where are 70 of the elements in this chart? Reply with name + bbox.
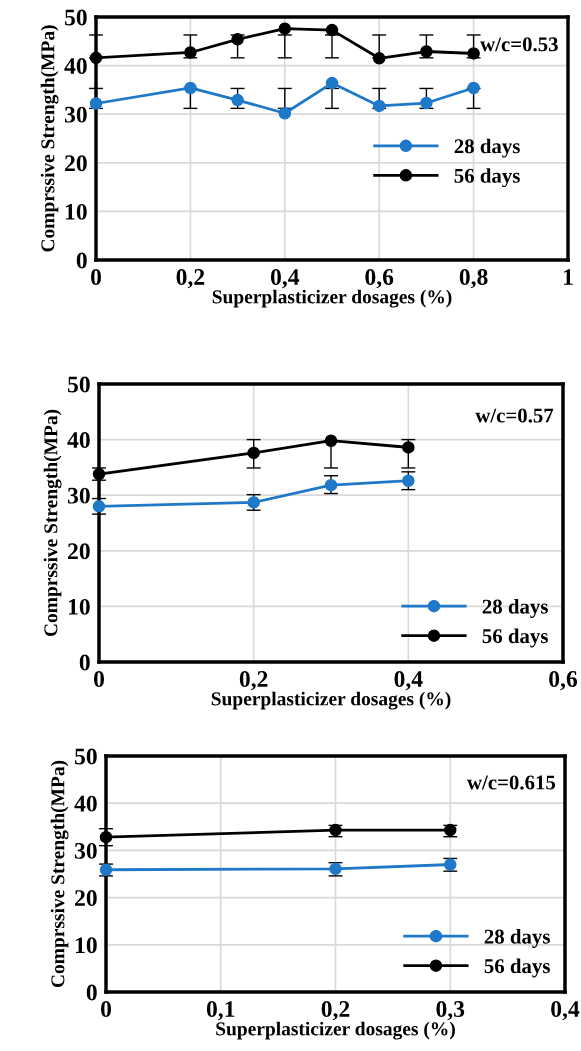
y-tick-label: 30 <box>74 842 97 859</box>
x-tick-label: 0,3 <box>436 1001 465 1021</box>
y-tick-label: 40 <box>74 795 97 812</box>
x-tick-label: 0,1 <box>206 1001 235 1021</box>
x-axis-title: Superplasticizer dosages (%) <box>211 691 451 710</box>
y-tick-label: 50 <box>68 376 90 393</box>
point <box>231 33 244 46</box>
point <box>231 93 244 107</box>
y-tick-label: 40 <box>64 58 87 75</box>
x-axis-title: Superplasticizer dosages (%) <box>216 1021 455 1040</box>
x-tick-label: 0,2 <box>321 1001 350 1021</box>
point <box>89 97 103 110</box>
point <box>92 467 106 481</box>
point <box>99 863 113 877</box>
annotation: w/c=0.53 <box>480 37 558 52</box>
point <box>325 76 339 90</box>
x-tick-label: 0 <box>101 1001 111 1017</box>
x-axis-title: Superplasticizer dosages (%) <box>212 289 452 308</box>
x-tick-label: 1 <box>563 269 573 285</box>
y-tick-label: 50 <box>65 9 87 26</box>
x-tick-label: 0,8 <box>459 269 488 289</box>
x-tick-label: 0,2 <box>176 269 205 289</box>
y-tick-label: 0 <box>76 252 87 269</box>
annotation: w/c=0.615 <box>467 775 556 790</box>
y-axis-title: Comprssive Strength(MPa) <box>40 25 59 252</box>
annotation: w/c=0.57 <box>475 408 554 423</box>
point <box>325 23 339 37</box>
y-tick-label: 0 <box>79 654 90 671</box>
y-axis-title: Comprssive Strength(MPa) <box>50 760 69 988</box>
point <box>89 51 103 65</box>
x-tick-label: 0,6 <box>365 269 394 289</box>
y-tick-label: 0 <box>86 984 97 1001</box>
x-tick-label: 0,4 <box>551 1001 580 1021</box>
y-tick-label: 40 <box>67 432 90 449</box>
point <box>324 434 338 447</box>
point <box>247 446 260 460</box>
legend-label: 56 days <box>484 958 550 978</box>
x-tick-label: 0,4 <box>394 671 423 691</box>
point <box>99 830 113 844</box>
point <box>372 52 386 65</box>
point <box>420 96 433 110</box>
y-tick-label: 20 <box>68 543 90 560</box>
y-tick-label: 30 <box>67 487 90 504</box>
legend-label: 56 days <box>454 168 520 188</box>
point <box>278 22 292 35</box>
point <box>184 81 197 95</box>
y-tick-label: 10 <box>65 203 87 220</box>
legend-label: 28 days <box>482 598 548 618</box>
point <box>420 45 433 58</box>
y-tick-label: 10 <box>68 598 90 615</box>
point <box>92 500 106 513</box>
point <box>372 99 386 113</box>
point <box>402 474 415 487</box>
point <box>278 106 292 120</box>
point <box>402 441 415 454</box>
x-tick-label: 0,2 <box>239 671 268 691</box>
legend-label: 28 days <box>454 138 520 158</box>
x-tick-label: 0,6 <box>549 671 578 691</box>
y-tick-label: 50 <box>75 748 97 765</box>
legend-label: 56 days <box>482 628 548 648</box>
y-axis-title: Comprssive Strength(MPa) <box>43 409 62 637</box>
legend-label: 28 days <box>484 928 550 948</box>
point <box>467 47 480 60</box>
y-tick-label: 10 <box>75 937 97 954</box>
y-tick-label: 20 <box>65 155 87 172</box>
y-tick-label: 30 <box>64 106 87 123</box>
point <box>467 81 480 95</box>
y-tick-label: 20 <box>75 890 97 907</box>
x-tick-label: 0,4 <box>270 269 300 289</box>
point <box>184 46 197 59</box>
